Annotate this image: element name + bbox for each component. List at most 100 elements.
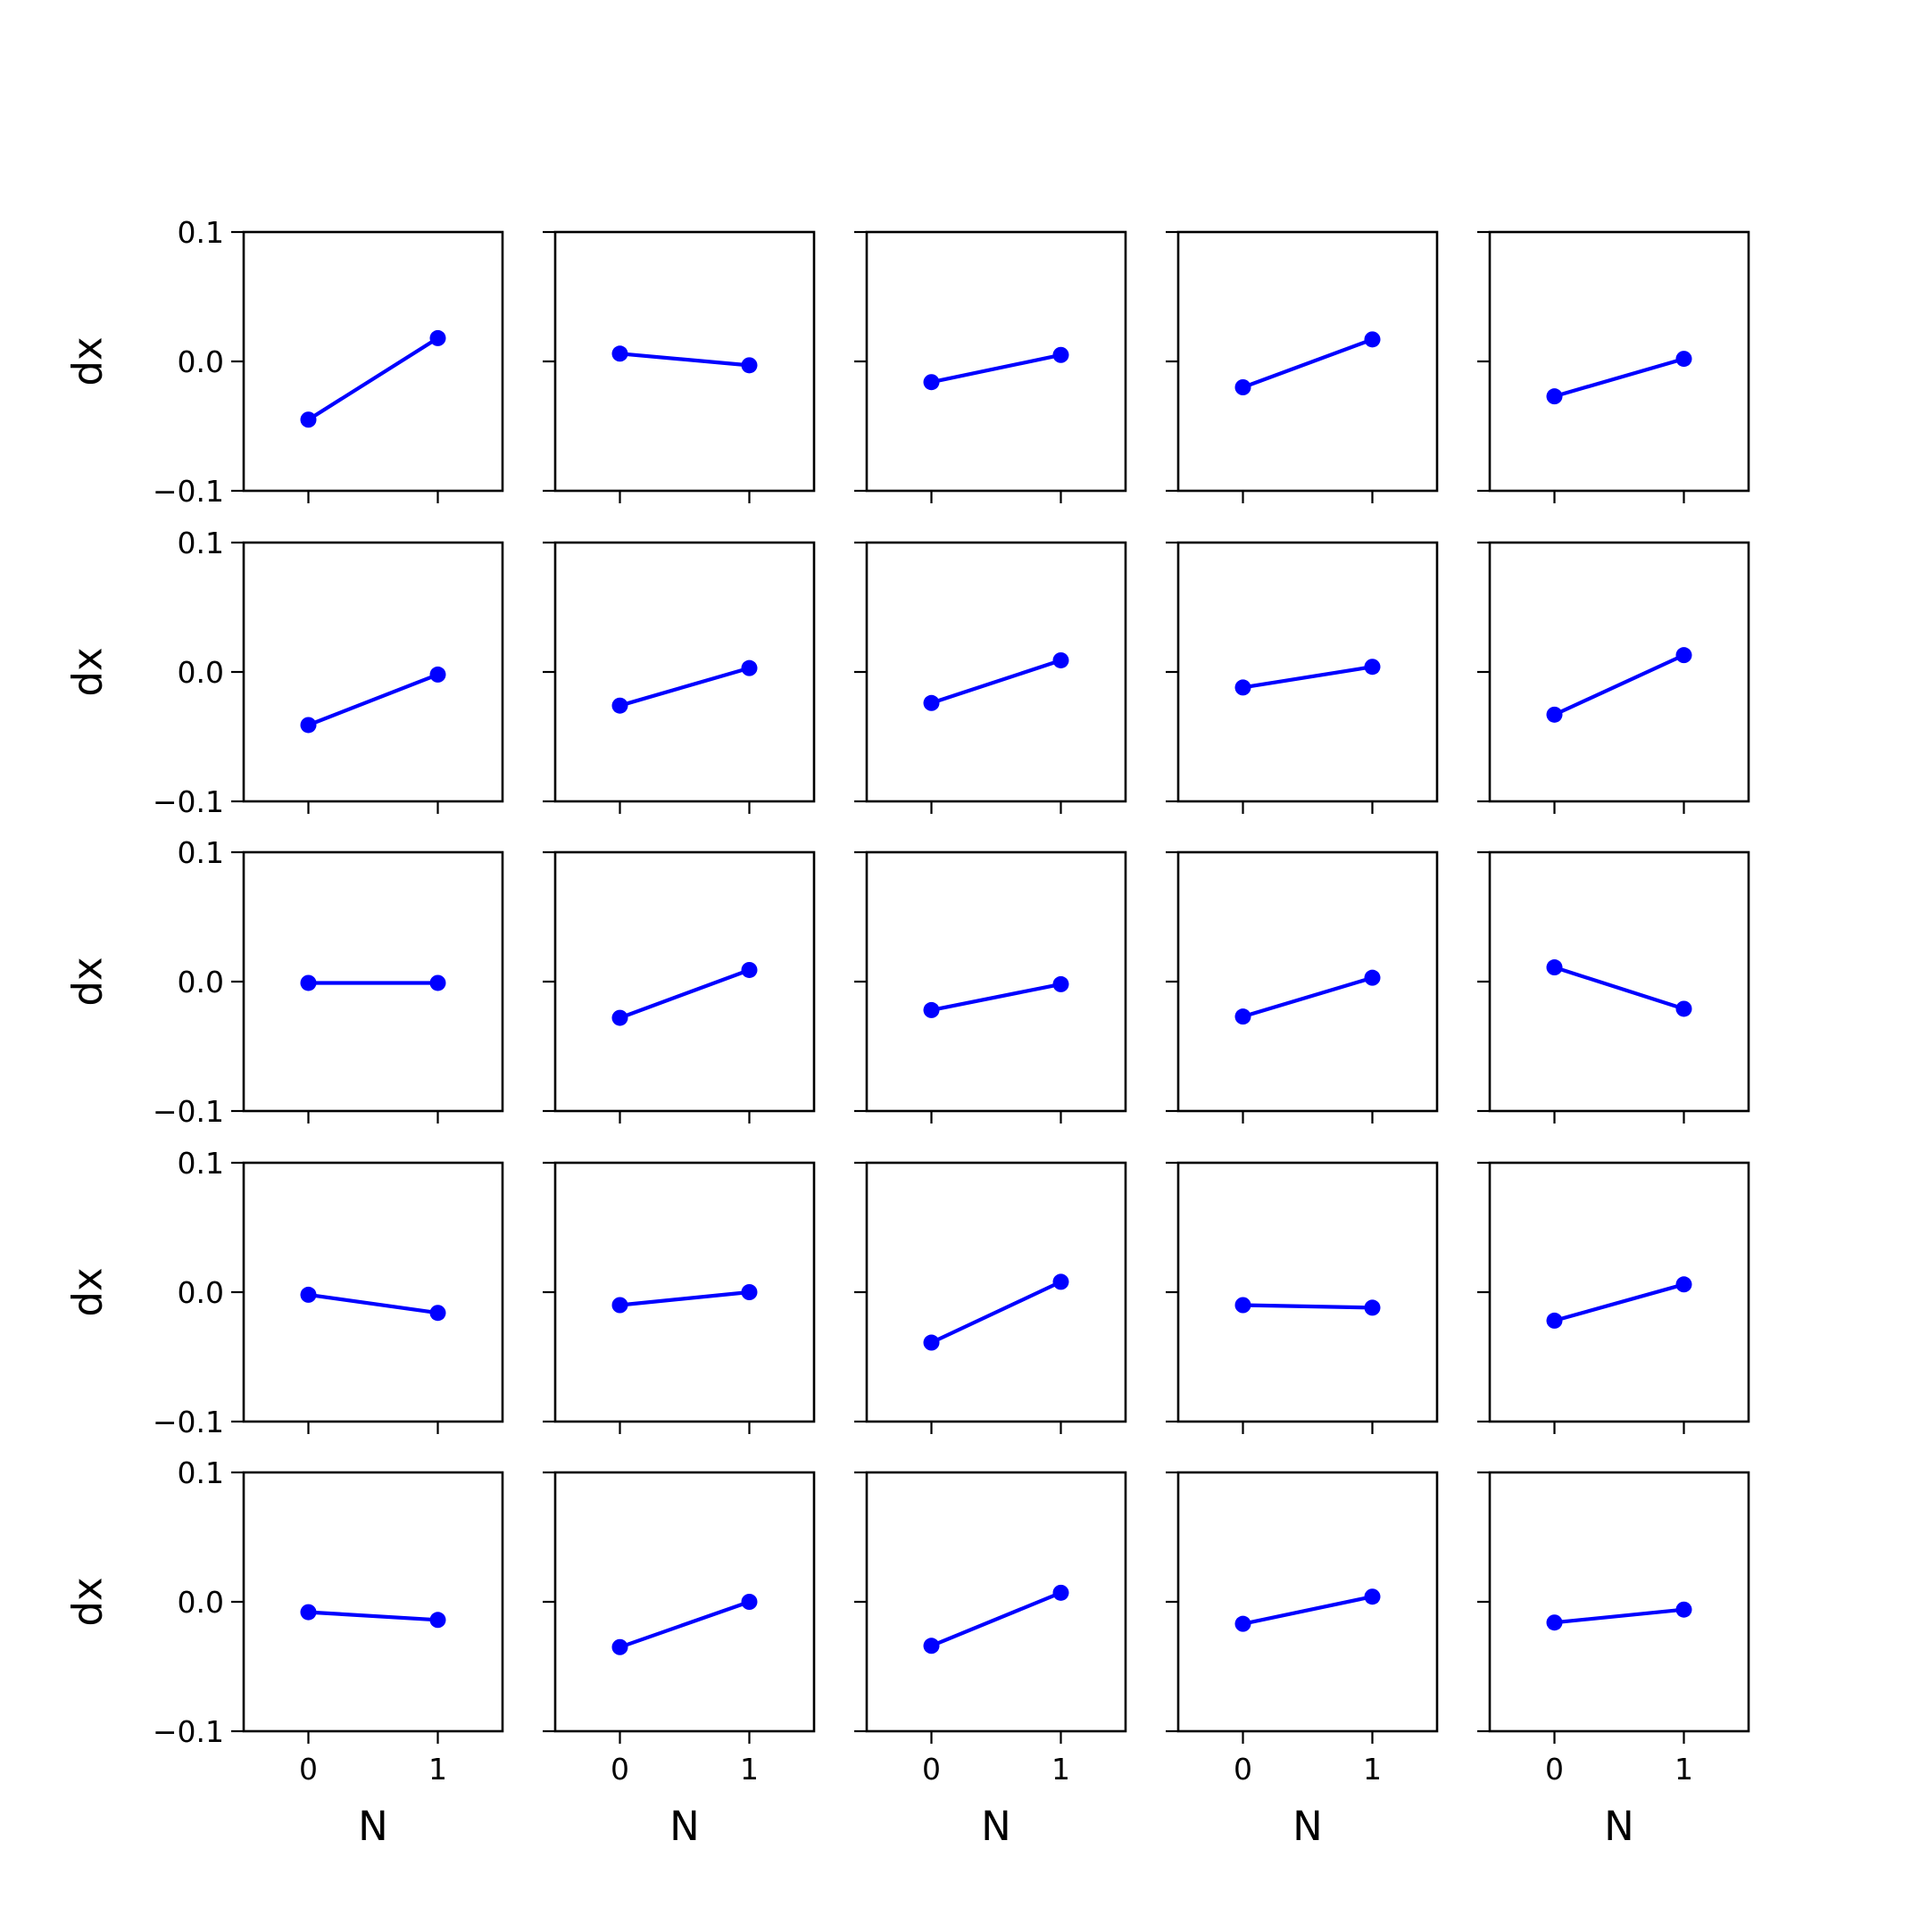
series-line [1241,975,1375,1019]
subplot-r1-c3 [854,230,1127,503]
data-point [611,345,628,362]
axes-frame [1176,541,1439,803]
data-point [923,1638,940,1654]
data-point [741,961,758,978]
y-tick-label: 0.1 [178,215,224,250]
data-point [1364,1588,1381,1605]
series-line [1552,965,1686,1011]
data-point [429,329,446,346]
series-line [1241,1595,1375,1626]
data-point [1675,647,1692,664]
series-line [1552,652,1686,717]
y-tick-label: 0.1 [178,1146,224,1181]
y-axis-label: dx [64,647,112,696]
data-point [1234,379,1251,395]
x-tick-label: 0 [299,1752,318,1787]
y-tick-label: −0.1 [153,1405,224,1439]
subplot-r2-c3 [854,541,1127,814]
data-point [741,659,758,676]
series-line [306,672,440,727]
axes-frame [553,850,816,1113]
y-tick-label: 0.0 [178,1275,224,1310]
axes-frame [865,850,1127,1113]
data-point [1546,706,1563,723]
subplot-r3-c4 [1166,850,1439,1124]
data-point [1234,1297,1251,1314]
data-point [1052,975,1069,992]
axes-frame [242,1161,504,1423]
x-tick-label: 0 [611,1752,629,1787]
series-line [1241,337,1375,390]
axes-frame [242,1471,504,1733]
axes-frame [553,230,816,493]
data-point [429,974,446,991]
data-point [611,1297,628,1314]
data-point [1234,679,1251,696]
data-point [429,666,446,683]
subplot-r2-c5 [1477,541,1750,814]
data-point [741,1594,758,1610]
data-point [923,1334,940,1351]
axes-frame [242,541,504,803]
y-tick-label: 0.1 [178,835,224,870]
series-line [618,967,752,1020]
axes-frame [1176,850,1439,1113]
y-tick-label: 0.0 [178,1585,224,1620]
y-tick-label: 0.1 [178,1455,224,1490]
series-line [618,352,752,368]
data-point [741,1284,758,1300]
data-point [1675,1276,1692,1293]
subplot-r2-c4 [1166,541,1439,814]
data-point [1546,388,1563,405]
data-point [611,697,628,714]
axes-frame [865,1471,1127,1733]
x-tick-label: 0 [1545,1752,1564,1787]
data-point [1546,1614,1563,1631]
subplot-r5-c5: 0 1 N [1477,1471,1750,1850]
subplot-r2-c2 [543,541,816,814]
series-line [618,1599,752,1649]
y-axis-label: dx [64,336,112,386]
axes-frame [1176,1161,1439,1423]
axes-frame [242,230,504,493]
series-line [929,1280,1063,1345]
subplot-r1-c5 [1477,230,1750,503]
data-point [611,1638,628,1655]
subplot-r1-c2 [543,230,816,503]
subplot-r4-c5 [1477,1161,1750,1434]
x-tick-label: 1 [1363,1752,1382,1787]
x-tick-label: 0 [922,1752,941,1787]
series-line [306,1292,440,1315]
subplot-r3-c2 [543,850,816,1124]
data-point [923,1001,940,1018]
y-tick-label: 0.1 [178,526,224,560]
axes-frame [1488,1161,1750,1423]
series-line [1552,1282,1686,1323]
subplot-r5-c1: −0.1 0.0 0.1 0 1 dx N [64,1455,504,1850]
series-line [1241,665,1375,690]
data-point [1546,959,1563,976]
x-tick-label: 1 [740,1752,759,1787]
data-point [1052,1273,1069,1290]
x-tick-label: 1 [1051,1752,1070,1787]
data-point [1364,659,1381,676]
data-point [923,374,940,391]
series-line [306,336,440,422]
series-line [929,352,1063,385]
data-point [300,1286,317,1303]
series-line [1552,357,1686,399]
data-point [300,1604,317,1621]
x-tick-label: 1 [1675,1752,1693,1787]
series-line [618,666,752,708]
series-line [618,1289,752,1307]
subplot-r5-c2: 0 1 N [543,1471,816,1850]
data-point [1675,1000,1692,1017]
series-line [929,1590,1063,1648]
y-tick-label: 0.0 [178,965,224,999]
y-axis-label: dx [64,1577,112,1626]
axes-frame [1176,1471,1439,1733]
series-line [306,1610,440,1622]
series-line [1552,1607,1686,1625]
